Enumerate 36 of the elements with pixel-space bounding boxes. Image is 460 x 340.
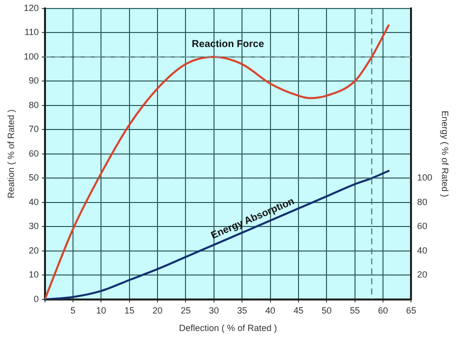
y2-tick-label: 80: [417, 196, 428, 207]
x-tick-label: 20: [152, 305, 163, 316]
x-tick-label: 40: [265, 305, 276, 316]
x-tick-label: 55: [350, 305, 360, 316]
y-tick-label: 90: [28, 76, 39, 86]
y2-tick-label: 100: [417, 172, 432, 183]
y-tick-label: 70: [28, 124, 39, 134]
y-tick-label: 80: [28, 100, 39, 110]
y-tick-label: 0: [34, 294, 39, 304]
y-tick-label: 110: [24, 27, 39, 38]
x-tick-label: 45: [293, 305, 304, 316]
x-tick-label: 10: [96, 305, 106, 316]
line-series: [44, 170, 390, 300]
y-tick-label: 30: [28, 221, 39, 232]
x-tick-label: 25: [180, 305, 191, 316]
x-tick-label: 30: [208, 305, 219, 316]
x-tick-label: 65: [406, 305, 416, 316]
y2-tick-label: 60: [417, 221, 428, 232]
y-tick-label: 50: [28, 172, 39, 183]
x-tick-label: 15: [124, 305, 134, 316]
y-tick-label: 40: [28, 196, 39, 207]
y2-tick-label: 40: [417, 245, 428, 256]
x-tick-label: 35: [237, 305, 248, 316]
x-tick-label: 60: [378, 305, 388, 316]
y-tick-label: 10: [28, 270, 39, 280]
x-tick-label: 50: [322, 305, 332, 316]
y2-axis-title: Energy ( % of Rated ): [440, 110, 450, 198]
y2-tick-label: 20: [417, 270, 428, 280]
x-tick-label: 5: [70, 305, 76, 316]
y-tick-label: 100: [24, 51, 39, 62]
y-tick-label: 120: [24, 2, 39, 13]
x-axis-title: Deflection ( % of Rated ): [178, 323, 278, 334]
y-tick-label: 60: [28, 148, 39, 158]
line-series: [44, 24, 390, 300]
y-axis-title: Reation ( % of Rated ): [6, 109, 16, 198]
y-tick-label: 20: [28, 245, 39, 256]
